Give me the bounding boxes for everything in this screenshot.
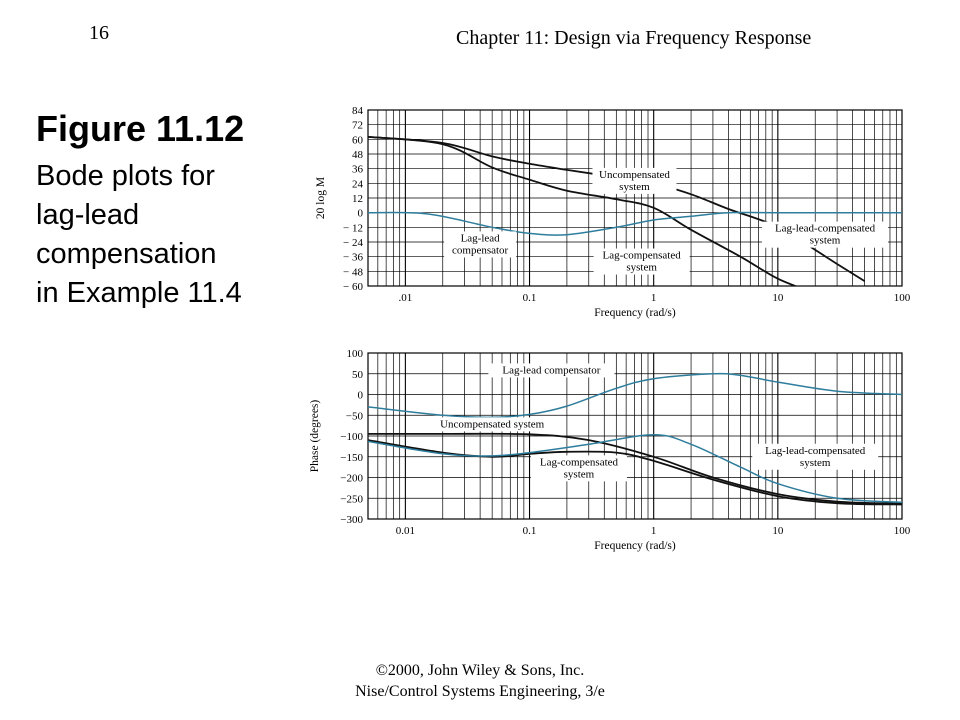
series-line-3: [368, 434, 902, 504]
y-tick-label: −150: [340, 452, 363, 464]
x-tick-label: 0.01: [396, 525, 415, 537]
annotation-box: [762, 221, 889, 248]
caption-line: compensation: [36, 238, 217, 270]
caption-line: Bode plots for: [36, 160, 215, 192]
footer-copyright: ©2000, John Wiley & Sons, Inc.: [375, 662, 585, 679]
annotation-box: [593, 248, 690, 275]
figure-title: Figure 11.12: [36, 108, 245, 149]
chart-phase: 100 50 0 −50 −100 −150 −200 −250 −300 0.01 0.1 1 10 1…: [309, 348, 911, 552]
footer-book: Nise/Control Systems Engineering, 3/e: [355, 683, 605, 700]
annotation-label: Lag-lead-compensated: [765, 445, 866, 457]
y-tick-label: 0: [358, 208, 364, 220]
x-tick-label: 10: [772, 525, 784, 537]
annotation-label: system: [564, 468, 595, 480]
y-tick-label: − 48: [343, 266, 363, 278]
annotation-label: system: [800, 457, 831, 469]
y-tick-label: − 36: [343, 252, 363, 264]
y-tick-label: 100: [347, 348, 364, 360]
annotation-label: Lag-lead compensator: [502, 364, 600, 376]
x-tick-label: 1: [651, 292, 657, 304]
annotation-label: Uncompensated: [599, 169, 670, 181]
annotation-box: [444, 231, 517, 258]
y-tick-label: 48: [352, 149, 364, 161]
x-axis-label: Frequency (rad/s): [594, 540, 676, 552]
y-tick-label: 72: [352, 120, 363, 132]
y-tick-label: 0: [358, 390, 364, 402]
y-tick-label: 12: [352, 193, 363, 205]
x-tick-label: 0.1: [523, 292, 537, 304]
y-tick-label: − 12: [343, 222, 363, 234]
x-tick-label: 10: [772, 292, 784, 304]
annotation-box: [752, 443, 879, 470]
y-tick-label: − 60: [343, 281, 363, 293]
annotation-box: [488, 363, 615, 378]
annotation-label: system: [810, 235, 841, 247]
annotation-label: system: [619, 181, 650, 193]
y-tick-label: 36: [352, 164, 364, 176]
x-tick-label: 100: [894, 292, 911, 304]
x-tick-label: 100: [894, 525, 911, 537]
x-axis-label: Frequency (rad/s): [594, 307, 676, 319]
y-tick-label: 60: [352, 134, 364, 146]
y-tick-label: −300: [340, 514, 363, 526]
x-tick-label: 0.1: [523, 525, 537, 537]
series-line-2: [368, 211, 902, 236]
y-tick-label: −200: [340, 473, 363, 485]
y-tick-label: 84: [352, 105, 364, 117]
annotation-label: compensator: [452, 244, 509, 256]
annotation-label: Lag-compensated: [603, 250, 682, 262]
x-tick-label: 1: [651, 525, 657, 537]
annotation-label: Lag-lead-compensated: [775, 223, 876, 235]
x-tick-label: .01: [398, 292, 412, 304]
y-tick-label: 50: [352, 369, 364, 381]
caption-line: lag-lead: [36, 199, 140, 231]
y-tick-label: −50: [346, 410, 364, 422]
y-tick-label: −250: [340, 493, 363, 505]
annotation-label: Lag-lead: [461, 232, 501, 244]
series-line-1: [368, 136, 798, 286]
y-tick-label: 24: [352, 178, 364, 190]
series-line-1: [368, 432, 902, 505]
annotation-box: [530, 455, 627, 482]
figure-caption: Bode plots for lag-lead compensation in …: [36, 157, 336, 313]
annotation-label: system: [626, 262, 657, 274]
y-axis-label: Phase (degrees): [309, 400, 321, 473]
annotation-box: [592, 167, 677, 194]
y-axis-label: 20 log M: [315, 177, 327, 219]
y-tick-label: −100: [340, 431, 363, 443]
y-tick-label: − 24: [343, 237, 363, 249]
page-number: 16: [89, 22, 109, 44]
annotation-label: Uncompensated system: [440, 418, 545, 430]
chapter-title: Chapter 11: Design via Frequency Respons…: [456, 27, 812, 49]
caption-line: in Example 11.4: [36, 277, 242, 309]
chart-magnitude: 84 72 60 48 36 24 12 0 − 12 − 24 − 36 − 48 − 60 .01 0.…: [315, 105, 911, 319]
series-line-0: [368, 372, 902, 419]
annotation-label: Lag-compensated: [540, 456, 619, 468]
annotation-box: [429, 417, 556, 432]
